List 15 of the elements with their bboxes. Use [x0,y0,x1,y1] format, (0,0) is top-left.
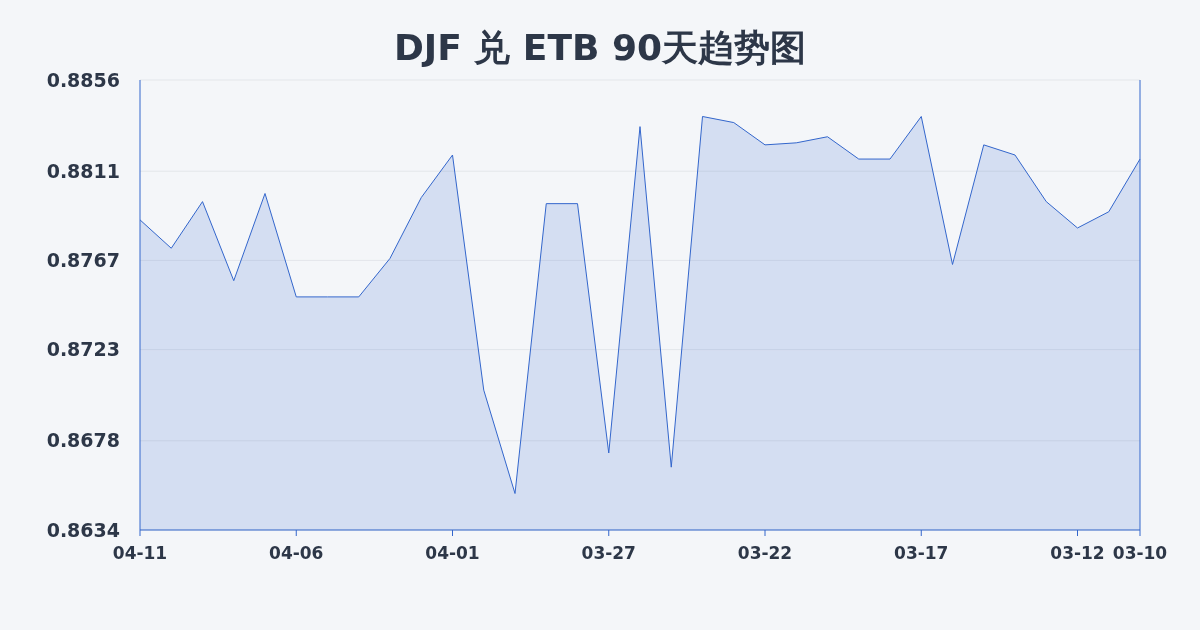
y-tick-label: 0.8811 [46,159,120,182]
y-tick-label: 0.8856 [46,68,120,91]
chart-title: DJF 兑 ETB 90天趋势图 [393,27,807,68]
y-tick-label: 0.8634 [46,518,120,541]
y-tick-label: 0.8767 [46,249,120,272]
x-tick-label: 03-17 [894,543,949,563]
x-tick-label: 03-12 [1050,543,1105,563]
x-tick-label: 03-10 [1112,543,1168,563]
x-tick-label: 03-27 [581,543,636,563]
x-tick-label: 03-22 [737,543,793,563]
x-tick-label: 04-01 [425,543,480,563]
y-tick-label: 0.8678 [46,429,120,452]
x-tick-label: 04-06 [269,543,324,563]
y-tick-label: 0.8723 [46,338,120,361]
x-tick-label: 04-11 [112,543,168,563]
